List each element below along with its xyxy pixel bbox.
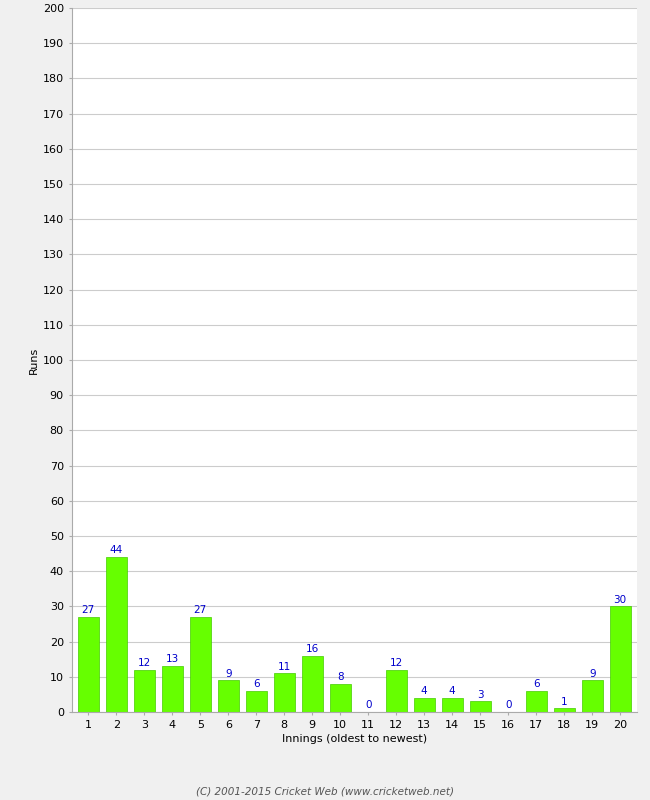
Text: 27: 27 xyxy=(194,605,207,615)
Bar xyxy=(414,698,435,712)
Bar xyxy=(162,666,183,712)
Bar xyxy=(78,617,99,712)
Text: 30: 30 xyxy=(614,594,627,605)
Y-axis label: Runs: Runs xyxy=(29,346,38,374)
Text: 6: 6 xyxy=(253,679,259,689)
Bar xyxy=(582,680,603,712)
Bar xyxy=(610,606,630,712)
Bar xyxy=(526,691,547,712)
Text: 16: 16 xyxy=(306,644,319,654)
Bar xyxy=(246,691,266,712)
Bar xyxy=(470,702,491,712)
X-axis label: Innings (oldest to newest): Innings (oldest to newest) xyxy=(281,734,427,744)
Text: 12: 12 xyxy=(389,658,403,668)
Text: 4: 4 xyxy=(449,686,456,696)
Text: 3: 3 xyxy=(477,690,484,700)
Bar xyxy=(134,670,155,712)
Text: 4: 4 xyxy=(421,686,428,696)
Bar xyxy=(442,698,463,712)
Bar xyxy=(106,557,127,712)
Text: 44: 44 xyxy=(110,546,123,555)
Text: 11: 11 xyxy=(278,662,291,671)
Text: 13: 13 xyxy=(166,654,179,665)
Bar xyxy=(554,709,575,712)
Bar xyxy=(274,674,294,712)
Text: 8: 8 xyxy=(337,672,344,682)
Text: (C) 2001-2015 Cricket Web (www.cricketweb.net): (C) 2001-2015 Cricket Web (www.cricketwe… xyxy=(196,786,454,796)
Text: 9: 9 xyxy=(225,669,231,678)
Bar xyxy=(302,656,323,712)
Text: 1: 1 xyxy=(561,697,567,706)
Bar xyxy=(190,617,211,712)
Text: 12: 12 xyxy=(138,658,151,668)
Text: 9: 9 xyxy=(589,669,595,678)
Text: 27: 27 xyxy=(82,605,95,615)
Bar xyxy=(330,684,351,712)
Text: 6: 6 xyxy=(533,679,540,689)
Bar xyxy=(218,680,239,712)
Text: 0: 0 xyxy=(505,700,512,710)
Text: 0: 0 xyxy=(365,700,372,710)
Bar xyxy=(385,670,407,712)
